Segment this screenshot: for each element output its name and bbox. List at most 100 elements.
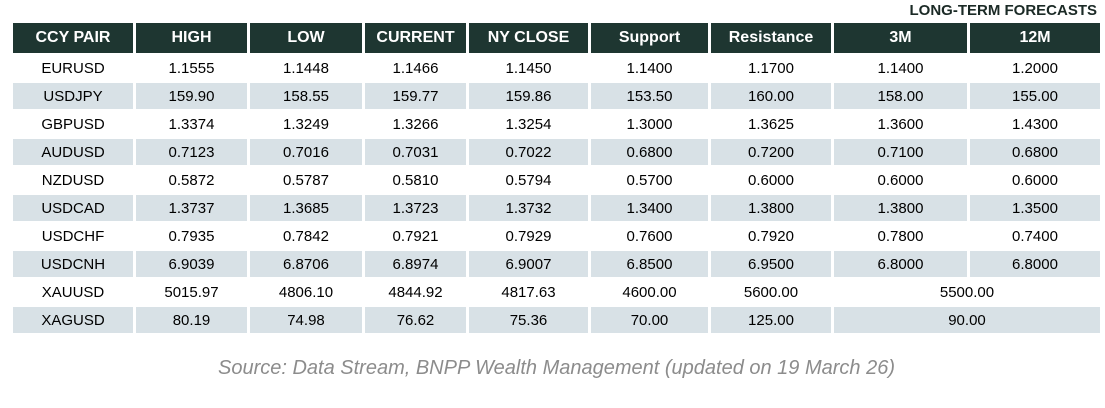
value-cell: 160.00 — [711, 83, 831, 109]
column-header-ccy-pair: CCY PAIR — [13, 23, 133, 53]
value-cell: 0.7600 — [591, 223, 708, 249]
table-row: USDCNH 6.9039 6.8706 6.8974 6.9007 6.8500 6.95… — [13, 251, 1100, 277]
column-header-low: LOW — [250, 23, 362, 53]
value-cell: 153.50 — [591, 83, 708, 109]
value-cell: 0.5794 — [469, 167, 588, 193]
value-cell: 1.1700 — [711, 55, 831, 81]
merged-forecast-cell: 5500.00 — [834, 279, 1100, 305]
value-cell: 6.8706 — [250, 251, 362, 277]
value-cell: 6.9007 — [469, 251, 588, 277]
value-cell: 1.1450 — [469, 55, 588, 81]
ccy-pair-cell: GBPUSD — [13, 111, 133, 137]
column-header-resistance: Resistance — [711, 23, 831, 53]
value-cell: 0.6000 — [834, 167, 967, 193]
value-cell: 6.8000 — [834, 251, 967, 277]
value-cell: 1.3500 — [970, 195, 1100, 221]
column-header-12m: 12M — [970, 23, 1100, 53]
fx-forecast-table: CCY PAIR HIGH LOW CURRENT NY CLOSE Support Res… — [10, 21, 1103, 335]
value-cell: 80.19 — [136, 307, 247, 333]
value-cell: 0.6800 — [970, 139, 1100, 165]
column-header-current: CURRENT — [365, 23, 466, 53]
table-row: AUDUSD 0.7123 0.7016 0.7031 0.7022 0.6800 0.72… — [13, 139, 1100, 165]
table-row: EURUSD 1.1555 1.1448 1.1466 1.1450 1.1400 1.17… — [13, 55, 1100, 81]
value-cell: 1.3723 — [365, 195, 466, 221]
value-cell: 0.7100 — [834, 139, 967, 165]
value-cell: 5015.97 — [136, 279, 247, 305]
table-row: XAUUSD 5015.97 4806.10 4844.92 4817.63 4600.0… — [13, 279, 1100, 305]
long-term-forecasts-label: LONG-TERM FORECASTS — [909, 2, 1098, 19]
value-cell: 0.6000 — [711, 167, 831, 193]
value-cell: 6.9500 — [711, 251, 831, 277]
value-cell: 1.3737 — [136, 195, 247, 221]
table-row: USDJPY 159.90 158.55 159.77 159.86 153.50 160.… — [13, 83, 1100, 109]
value-cell: 0.6800 — [591, 139, 708, 165]
value-cell: 1.2000 — [970, 55, 1100, 81]
value-cell: 125.00 — [711, 307, 831, 333]
value-cell: 1.3600 — [834, 111, 967, 137]
ccy-pair-cell: XAGUSD — [13, 307, 133, 333]
value-cell: 1.3000 — [591, 111, 708, 137]
value-cell: 5600.00 — [711, 279, 831, 305]
value-cell: 0.5872 — [136, 167, 247, 193]
header-row: CCY PAIR HIGH LOW CURRENT NY CLOSE Support Res… — [13, 23, 1100, 53]
value-cell: 0.7929 — [469, 223, 588, 249]
value-cell: 1.4300 — [970, 111, 1100, 137]
value-cell: 0.7123 — [136, 139, 247, 165]
value-cell: 1.3249 — [250, 111, 362, 137]
ccy-pair-cell: EURUSD — [13, 55, 133, 81]
value-cell: 1.3800 — [834, 195, 967, 221]
value-cell: 70.00 — [591, 307, 708, 333]
value-cell: 1.1555 — [136, 55, 247, 81]
value-cell: 1.3254 — [469, 111, 588, 137]
value-cell: 76.62 — [365, 307, 466, 333]
value-cell: 1.3374 — [136, 111, 247, 137]
value-cell: 4844.92 — [365, 279, 466, 305]
ccy-pair-cell: NZDUSD — [13, 167, 133, 193]
value-cell: 0.5810 — [365, 167, 466, 193]
value-cell: 74.98 — [250, 307, 362, 333]
ccy-pair-cell: USDCNH — [13, 251, 133, 277]
value-cell: 159.86 — [469, 83, 588, 109]
value-cell: 0.7200 — [711, 139, 831, 165]
value-cell: 1.3800 — [711, 195, 831, 221]
value-cell: 1.3685 — [250, 195, 362, 221]
table-row: XAGUSD 80.19 74.98 76.62 75.36 70.00 125.00 90.… — [13, 307, 1100, 333]
table-header: CCY PAIR HIGH LOW CURRENT NY CLOSE Support Res… — [13, 23, 1100, 53]
value-cell: 0.5787 — [250, 167, 362, 193]
value-cell: 0.7921 — [365, 223, 466, 249]
value-cell: 75.36 — [469, 307, 588, 333]
value-cell: 0.7400 — [970, 223, 1100, 249]
value-cell: 158.55 — [250, 83, 362, 109]
table-row: USDCAD 1.3737 1.3685 1.3723 1.3732 1.3400 1.38… — [13, 195, 1100, 221]
value-cell: 0.7800 — [834, 223, 967, 249]
column-header-3m: 3M — [834, 23, 967, 53]
column-header-high: HIGH — [136, 23, 247, 53]
value-cell: 6.8000 — [970, 251, 1100, 277]
merged-forecast-cell: 90.00 — [834, 307, 1100, 333]
value-cell: 159.90 — [136, 83, 247, 109]
value-cell: 1.3400 — [591, 195, 708, 221]
column-header-support: Support — [591, 23, 708, 53]
value-cell: 0.5700 — [591, 167, 708, 193]
value-cell: 155.00 — [970, 83, 1100, 109]
value-cell: 1.1466 — [365, 55, 466, 81]
value-cell: 1.3266 — [365, 111, 466, 137]
value-cell: 158.00 — [834, 83, 967, 109]
ccy-pair-cell: XAUUSD — [13, 279, 133, 305]
ccy-pair-cell: USDCHF — [13, 223, 133, 249]
value-cell: 0.7920 — [711, 223, 831, 249]
value-cell: 4806.10 — [250, 279, 362, 305]
value-cell: 1.3625 — [711, 111, 831, 137]
source-caption: Source: Data Stream, BNPP Wealth Managem… — [217, 357, 896, 379]
value-cell: 0.6000 — [970, 167, 1100, 193]
table-row: GBPUSD 1.3374 1.3249 1.3266 1.3254 1.3000 1.36… — [13, 111, 1100, 137]
value-cell: 1.1448 — [250, 55, 362, 81]
value-cell: 0.7935 — [136, 223, 247, 249]
value-cell: 1.3732 — [469, 195, 588, 221]
table-row: NZDUSD 0.5872 0.5787 0.5810 0.5794 0.5700 0.60… — [13, 167, 1100, 193]
value-cell: 4817.63 — [469, 279, 588, 305]
ccy-pair-cell: USDJPY — [13, 83, 133, 109]
value-cell: 0.7031 — [365, 139, 466, 165]
value-cell: 0.7016 — [250, 139, 362, 165]
value-cell: 6.9039 — [136, 251, 247, 277]
